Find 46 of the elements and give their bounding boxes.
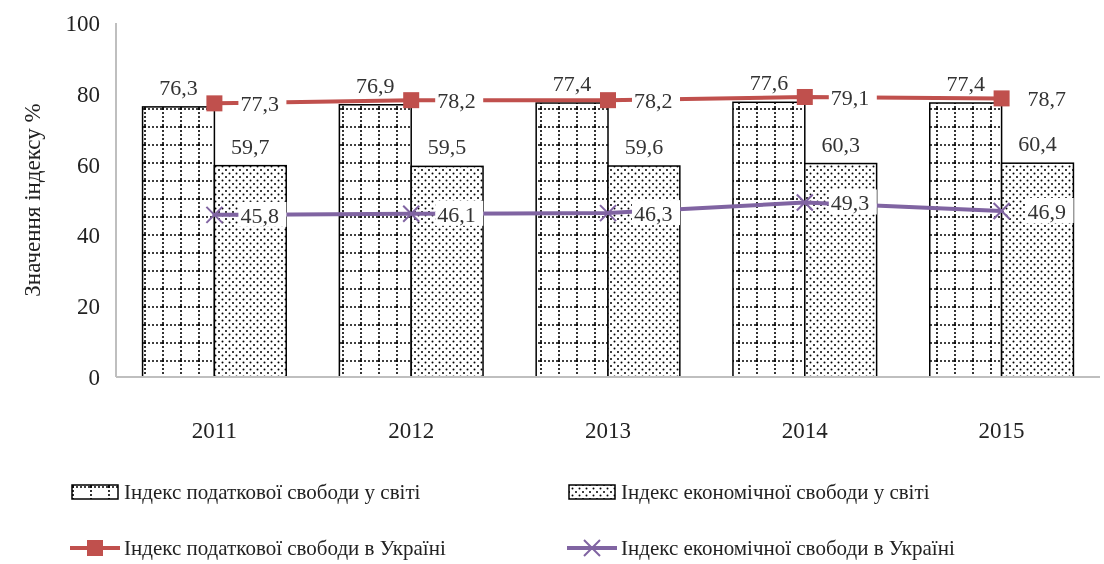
point (796, 88, 813, 105)
data-label: 49,3 (830, 190, 870, 216)
data-label: 78,7 (1027, 86, 1067, 112)
y-tick-label: 100 (65, 11, 100, 36)
x-tick-label: 2013 (585, 418, 631, 443)
data-label: 45,8 (240, 202, 279, 228)
legend-label: Індекс економічної свободи в Україні (621, 536, 955, 560)
point (403, 92, 420, 109)
y-axis-title: Значення індексу % (20, 103, 45, 297)
data-label: 77,4 (552, 71, 592, 96)
y-tick-label: 40 (77, 223, 100, 249)
y-tick-label: 0 (88, 365, 100, 390)
data-label: 46,9 (1027, 198, 1067, 224)
data-label: 60,3 (821, 131, 860, 157)
y-tick-label: 80 (77, 81, 100, 107)
point (402, 204, 421, 223)
x-tick-label: 2011 (191, 418, 237, 443)
data-label: 79,1 (830, 84, 870, 110)
data-label: 59,6 (624, 134, 664, 160)
legend-label: Індекс податкової свободи у світі (124, 480, 421, 504)
point (795, 193, 814, 212)
data-label: 76,9 (356, 72, 395, 98)
data-label: 46,1 (437, 201, 476, 227)
x-tick-label: 2015 (978, 418, 1025, 443)
data-label: 77,4 (946, 71, 985, 96)
data-label: 76,3 (159, 74, 198, 100)
point (599, 204, 617, 223)
point (206, 95, 223, 112)
legend-label: Індекс економічної свободи у світі (621, 480, 930, 504)
point (600, 92, 616, 109)
point (993, 90, 1010, 107)
data-label: 77,3 (240, 91, 279, 117)
data-label: 78,2 (634, 88, 673, 114)
data-label: 59,7 (231, 133, 270, 159)
x-tick-label: 2012 (388, 418, 435, 443)
y-tick-label: 20 (77, 294, 100, 320)
legend-label: Індекс податкової свободи в Україні (124, 536, 446, 560)
y-tick-label: 60 (77, 152, 100, 178)
point (992, 201, 1011, 220)
data-label: 59,5 (427, 134, 467, 160)
data-label: 77,6 (749, 70, 789, 96)
point (205, 205, 224, 224)
data-label: 78,2 (437, 88, 476, 114)
data-label: 60,4 (1018, 131, 1057, 157)
data-label: 46,3 (634, 201, 673, 227)
x-tick-label: 2014 (781, 418, 829, 443)
